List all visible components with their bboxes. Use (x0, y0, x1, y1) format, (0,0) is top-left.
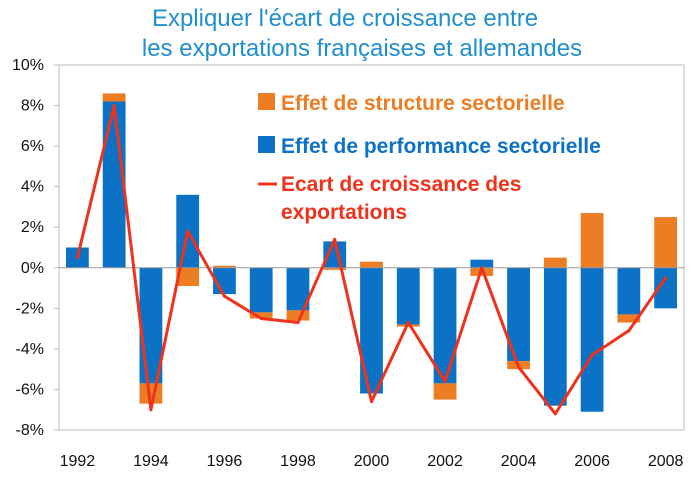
x-tick-label: 1996 (207, 453, 243, 470)
x-tick-label: 2004 (501, 453, 537, 470)
bar-structure-2005 (543, 257, 567, 268)
line-point-1992 (75, 256, 79, 260)
line-point-1999 (333, 237, 337, 241)
legend-swatch-performance (258, 136, 275, 153)
bar-performance-2000 (360, 267, 383, 394)
bar-structure-1997 (249, 312, 273, 319)
line-point-2001 (406, 321, 410, 325)
legend-label-ecart-line-2: exportations (281, 201, 407, 224)
y-axis: 10% 8% 6% 4% 2% 0% -2% -4% -6% -8% (12, 57, 59, 439)
legend-swatch-structure (258, 93, 275, 110)
y-tick-label: -6% (16, 381, 44, 398)
bar-performance-2008 (654, 267, 678, 309)
bar-structure-2007 (617, 314, 641, 323)
bar-performance-1997 (249, 267, 273, 313)
bar-performance-2001 (396, 267, 420, 325)
plot-frame (58, 64, 685, 431)
y-tick-label: 0% (21, 260, 44, 277)
chart-title-line-2: les exportations françaises et allemande… (142, 35, 582, 62)
bar-performance-2002 (433, 267, 457, 384)
line-point-2005 (553, 412, 557, 416)
bar-performance-1998 (286, 267, 310, 311)
bar-structure-2008 (654, 217, 678, 268)
legend-label-performance: Effet de performance sectorielle (281, 135, 601, 158)
bar-structure-2002 (433, 383, 457, 400)
bar-structure-2000 (360, 261, 383, 268)
bar-performance-2004 (507, 267, 530, 362)
line-points-group (75, 104, 668, 416)
chart-title-line-1: Expliquer l'écart de croissance entre (152, 5, 538, 32)
line-point-2008 (664, 276, 668, 280)
bar-performance-1993 (102, 101, 126, 268)
bar-structure-1993 (102, 93, 126, 102)
bar-structure-1995 (176, 267, 200, 287)
x-tick-label: 1994 (133, 453, 169, 470)
line-point-2006 (590, 353, 594, 357)
y-tick-label: 4% (21, 179, 44, 196)
y-tick-label: 6% (21, 138, 44, 155)
bar-structure-2006 (580, 213, 604, 268)
bar-performance-2003 (470, 259, 494, 268)
bar-structure-1996 (213, 265, 236, 268)
legend-label-structure: Effet de structure sectorielle (281, 92, 565, 115)
y-tick-label: -4% (16, 341, 44, 358)
bar-performance-2005 (543, 267, 567, 406)
bar-performance-2007 (617, 267, 641, 315)
legend: Effet de structure sectorielle Effet de … (258, 92, 601, 224)
x-tick-label: 2008 (648, 453, 684, 470)
line-point-1998 (296, 321, 300, 325)
x-tick-label: 1998 (280, 453, 316, 470)
line-point-1993 (112, 104, 116, 108)
y-tick-label: 8% (21, 98, 44, 115)
y-tick-label: -2% (16, 300, 44, 317)
line-point-2007 (627, 329, 631, 333)
bar-structure-1999 (323, 267, 347, 270)
x-tick-label: 2002 (427, 453, 463, 470)
line-point-2004 (517, 365, 521, 369)
line-point-2002 (443, 379, 447, 383)
bar-structure-1998 (286, 310, 310, 321)
line-point-1994 (149, 408, 153, 412)
y-tick-label: -8% (16, 422, 44, 439)
line-point-2000 (370, 400, 373, 404)
y-tick-label: 10% (12, 57, 44, 74)
x-tick-label: 2006 (574, 453, 610, 470)
line-point-1997 (259, 316, 263, 320)
x-tick-label: 2000 (354, 453, 390, 470)
legend-label-ecart-line-1: Ecart de croissance des (281, 173, 521, 196)
y-tick-label: 2% (21, 219, 44, 236)
line-point-1995 (186, 229, 190, 233)
line-point-1996 (222, 294, 226, 298)
line-point-2003 (480, 266, 484, 270)
x-tick-label: 1992 (60, 453, 96, 470)
x-axis: 1992 1994 1996 1998 2000 2002 2004 2006 2008 (60, 453, 684, 470)
bar-performance-2006 (580, 267, 604, 412)
